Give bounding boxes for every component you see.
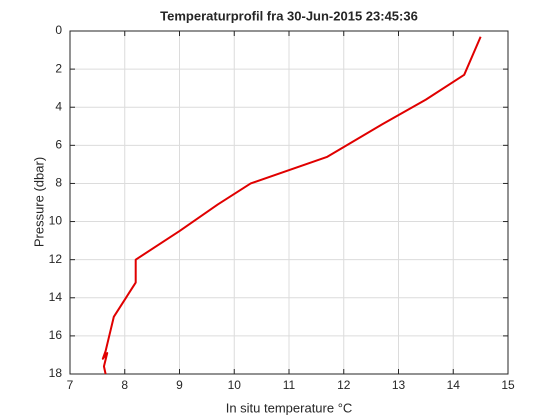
y-axis-label: Pressure (dbar): [31, 157, 46, 247]
y-tick-label: 4: [55, 99, 62, 113]
y-tick-label: 16: [49, 328, 63, 342]
y-tick-label: 18: [49, 366, 63, 380]
data-line: [101, 36, 482, 375]
x-tick-label: 10: [228, 378, 242, 392]
y-tick-label: 6: [55, 138, 62, 152]
x-tick-label: 8: [121, 378, 128, 392]
y-tick-label: 8: [55, 176, 62, 190]
x-tick-label: 13: [392, 378, 406, 392]
x-tick-label: 15: [501, 378, 515, 392]
x-tick-label: 12: [337, 378, 351, 392]
plot-frame: [69, 30, 509, 375]
x-tick-label: 14: [447, 378, 461, 392]
x-tick-label: 7: [67, 378, 74, 392]
y-tick-label: 10: [49, 214, 63, 228]
y-tick-label: 12: [49, 252, 63, 266]
x-tick-label: 11: [283, 378, 296, 392]
y-tick-label: 2: [55, 61, 62, 75]
y-tick-label: 0: [55, 23, 62, 37]
chart-title: Temperaturprofil fra 30-Jun-2015 23:45:3…: [160, 8, 418, 23]
y-tick-label: 14: [49, 290, 63, 304]
x-tick-label: 9: [176, 378, 183, 392]
x-axis-label: In situ temperature °C: [226, 400, 353, 415]
